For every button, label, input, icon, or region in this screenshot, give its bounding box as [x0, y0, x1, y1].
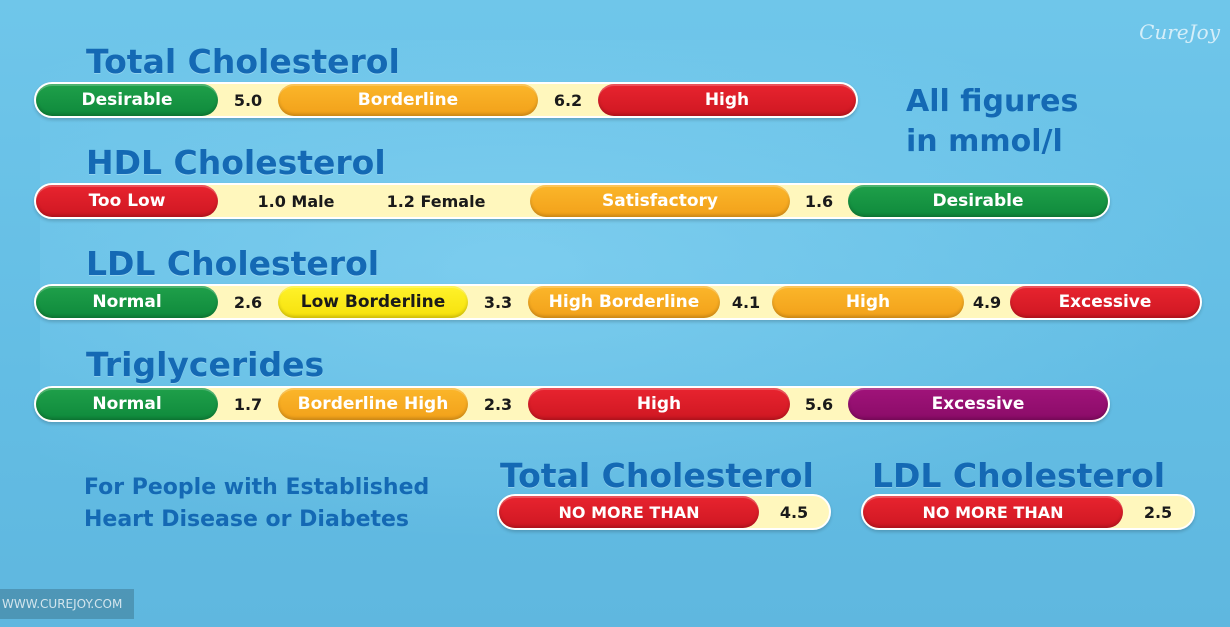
- curejoy-logo: CureJoy: [1139, 20, 1220, 44]
- established-ldl-label: NO MORE THAN: [863, 496, 1123, 528]
- hdl-threshold-3: 1.6: [804, 191, 834, 211]
- units-note-line1: All figures: [906, 84, 1079, 119]
- total-threshold-2: 6.2: [553, 90, 583, 110]
- established-note-line2: Heart Disease or Diabetes: [84, 507, 410, 532]
- ldl-threshold-4: 4.9: [972, 292, 1002, 312]
- triglycerides-title: Triglycerides: [86, 345, 325, 384]
- trig-threshold-1: 1.7: [233, 394, 263, 414]
- units-note: All figures in mmol/l: [906, 82, 1078, 162]
- ldl-threshold-3: 4.1: [731, 292, 761, 312]
- website-watermark: WWW.CUREJOY.COM: [0, 589, 134, 619]
- total-desirable-segment: Desirable: [36, 84, 218, 116]
- hdl-cholesterol-bar: Too Low 1.0 Male 1.2 Female Satisfactory…: [34, 183, 1110, 219]
- total-cholesterol-bar: Desirable 5.0 Borderline 6.2 High: [34, 82, 858, 118]
- established-ldl-value: 2.5: [1143, 502, 1173, 522]
- units-note-line2: in mmol/l: [906, 124, 1063, 159]
- ldl-high-segment: High: [772, 286, 964, 318]
- established-total-title: Total Cholesterol: [500, 456, 814, 495]
- trig-normal-segment: Normal: [36, 388, 218, 420]
- total-cholesterol-title: Total Cholesterol: [86, 42, 400, 81]
- triglycerides-bar: Normal 1.7 Borderline High 2.3 High 5.6 …: [34, 386, 1110, 422]
- trig-threshold-3: 5.6: [804, 394, 834, 414]
- total-borderline-segment: Borderline: [278, 84, 538, 116]
- hdl-threshold-female: 1.2 Female: [386, 191, 486, 211]
- hdl-cholesterol-title: HDL Cholesterol: [86, 143, 386, 182]
- ldl-threshold-2: 3.3: [483, 292, 513, 312]
- total-high-segment: High: [598, 84, 856, 116]
- total-threshold-1: 5.0: [233, 90, 263, 110]
- ldl-low-borderline-segment: Low Borderline: [278, 286, 468, 318]
- hdl-too-low-segment: Too Low: [36, 185, 218, 217]
- established-total-bar: NO MORE THAN 4.5: [497, 494, 831, 530]
- established-ldl-bar: NO MORE THAN 2.5: [861, 494, 1195, 530]
- ldl-cholesterol-title: LDL Cholesterol: [86, 244, 380, 283]
- trig-high-segment: High: [528, 388, 790, 420]
- ldl-excessive-segment: Excessive: [1010, 286, 1200, 318]
- hdl-threshold-male: 1.0 Male: [257, 191, 335, 211]
- hdl-desirable-segment: Desirable: [848, 185, 1108, 217]
- trig-excessive-segment: Excessive: [848, 388, 1108, 420]
- ldl-cholesterol-bar: Normal 2.6 Low Borderline 3.3 High Borde…: [34, 284, 1202, 320]
- ldl-high-borderline-segment: High Borderline: [528, 286, 720, 318]
- established-disease-note: For People with Established Heart Diseas…: [84, 472, 429, 536]
- established-total-label: NO MORE THAN: [499, 496, 759, 528]
- established-total-value: 4.5: [779, 502, 809, 522]
- ldl-threshold-1: 2.6: [233, 292, 263, 312]
- hdl-satisfactory-segment: Satisfactory: [530, 185, 790, 217]
- established-ldl-title: LDL Cholesterol: [872, 456, 1166, 495]
- established-note-line1: For People with Established: [84, 475, 430, 500]
- trig-threshold-2: 2.3: [483, 394, 513, 414]
- trig-borderline-high-segment: Borderline High: [278, 388, 468, 420]
- ldl-normal-segment: Normal: [36, 286, 218, 318]
